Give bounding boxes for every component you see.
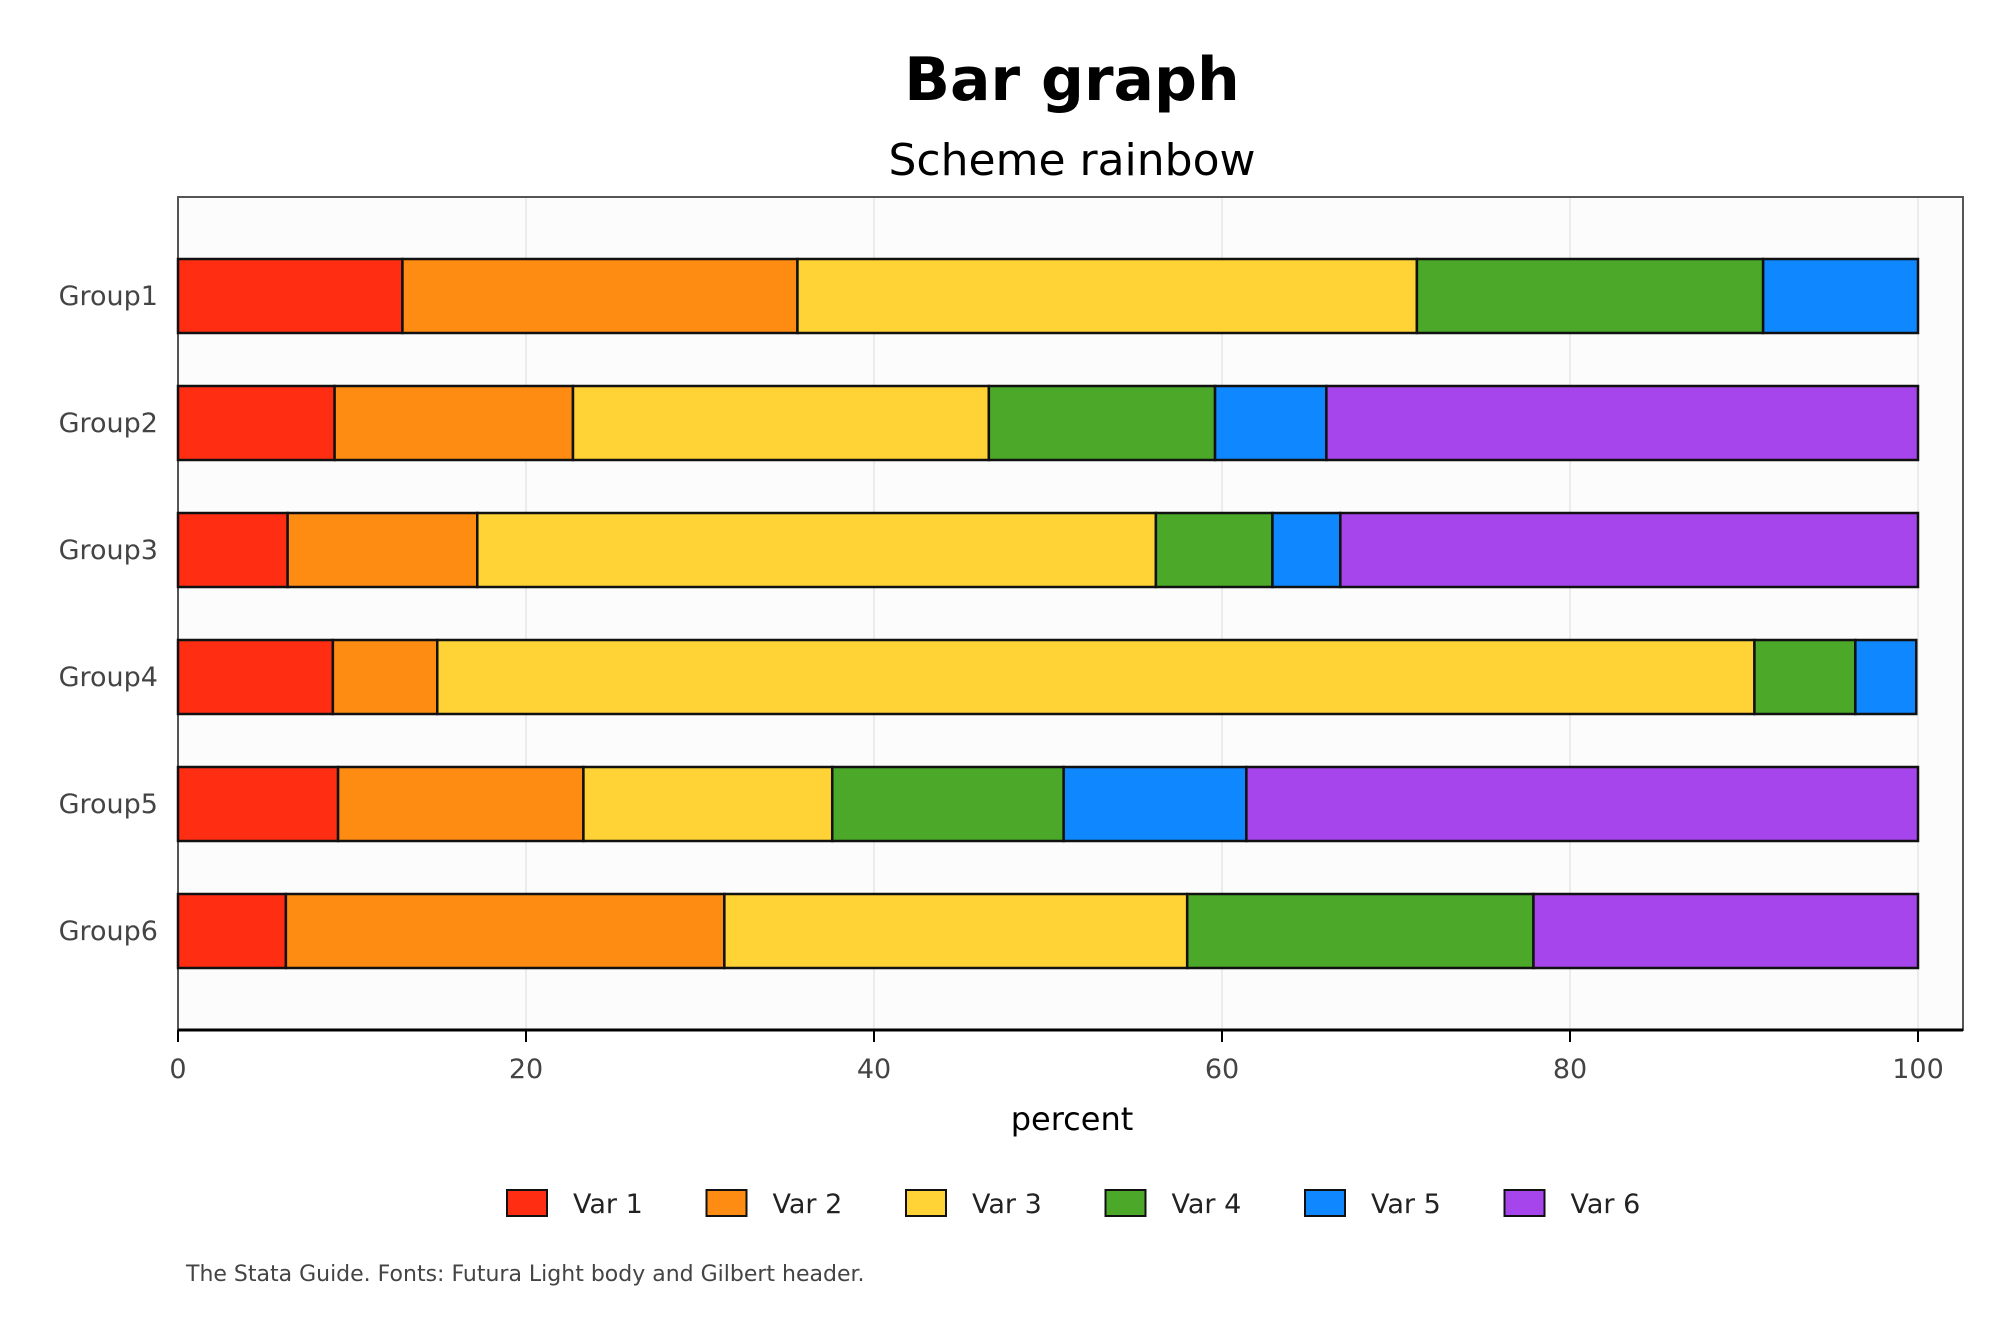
x-axis-ticks: 0 20 40 60 80 100 — [169, 1030, 1944, 1085]
chart-subtitle: Scheme rainbow — [889, 135, 1256, 186]
legend: Var 1 Var 2 Var 3 Var 4 Var 5 Var 6 — [506, 1189, 1641, 1220]
x-tick-label: 20 — [509, 1054, 543, 1085]
bar-segment — [1062, 765, 1248, 843]
bar-segment — [1854, 638, 1918, 716]
bar-segment — [176, 257, 404, 335]
legend-label: Var 3 — [972, 1189, 1042, 1220]
bar-segment — [1753, 638, 1857, 716]
x-tick-label: 80 — [1553, 1054, 1587, 1085]
bar-segment — [1213, 384, 1328, 462]
x-axis-label: percent — [1011, 1100, 1134, 1138]
bar-segment — [331, 638, 439, 716]
bar-segment — [1271, 511, 1342, 589]
legend-swatch — [905, 1189, 947, 1217]
bar-segment — [476, 511, 1158, 589]
bar-segment — [723, 892, 1189, 970]
bar-segment — [1245, 765, 1920, 843]
bar-segment — [286, 511, 479, 589]
y-tick-label: Group4 — [59, 662, 158, 693]
gridlines — [525, 198, 1919, 1029]
bar-segment — [1185, 892, 1535, 970]
bar-segment — [830, 765, 1065, 843]
bar-segment — [176, 765, 340, 843]
bar-segment — [1415, 257, 1765, 335]
bar-segment — [436, 638, 1756, 716]
bar-segment — [176, 384, 336, 462]
bar-segment — [1761, 257, 1920, 335]
chart-note: The Stata Guide. Fonts: Futura Light bod… — [185, 1262, 865, 1287]
y-axis-labels: Group1 Group2 Group3 Group4 Group5 Group6 — [59, 281, 158, 947]
legend-swatch — [1104, 1189, 1147, 1217]
bar-segment — [582, 765, 834, 843]
bar-segment — [176, 892, 288, 970]
y-tick-label: Group3 — [59, 535, 158, 566]
x-tick-label: 100 — [1892, 1054, 1944, 1085]
bars — [176, 257, 1920, 970]
legend-label: Var 1 — [573, 1189, 643, 1220]
bar-segment — [1532, 892, 1920, 970]
x-tick-label: 40 — [857, 1054, 891, 1085]
x-tick-label: 60 — [1205, 1054, 1239, 1085]
bar-segment — [987, 384, 1217, 462]
legend-swatch — [1304, 1189, 1346, 1217]
legend-label: Var 4 — [1172, 1189, 1242, 1220]
y-tick-label: Group5 — [59, 789, 158, 820]
x-tick-label: 0 — [169, 1054, 186, 1085]
plot-area — [177, 196, 1964, 1031]
bar-segment — [176, 511, 289, 589]
y-tick-label: Group1 — [59, 281, 158, 312]
bar-segment — [401, 257, 799, 335]
bar-segment — [336, 765, 585, 843]
y-tick-label: Group2 — [59, 408, 158, 439]
legend-swatch — [1503, 1189, 1546, 1217]
legend-label: Var 2 — [773, 1189, 843, 1220]
bar-segment — [1154, 511, 1274, 589]
bar-segment — [333, 384, 575, 462]
y-tick-label: Group6 — [59, 916, 158, 947]
bar-segment — [1339, 511, 1920, 589]
chart-title: Bar graph — [904, 45, 1239, 115]
bar-segment — [796, 257, 1419, 335]
legend-swatch — [705, 1189, 748, 1217]
legend-label: Var 6 — [1571, 1189, 1641, 1220]
bar-segment — [176, 638, 335, 716]
legend-swatch — [506, 1189, 548, 1217]
bar-segment — [571, 384, 991, 462]
bar-segment — [1325, 384, 1920, 462]
bar-segment — [284, 892, 726, 970]
legend-label: Var 5 — [1371, 1189, 1441, 1220]
